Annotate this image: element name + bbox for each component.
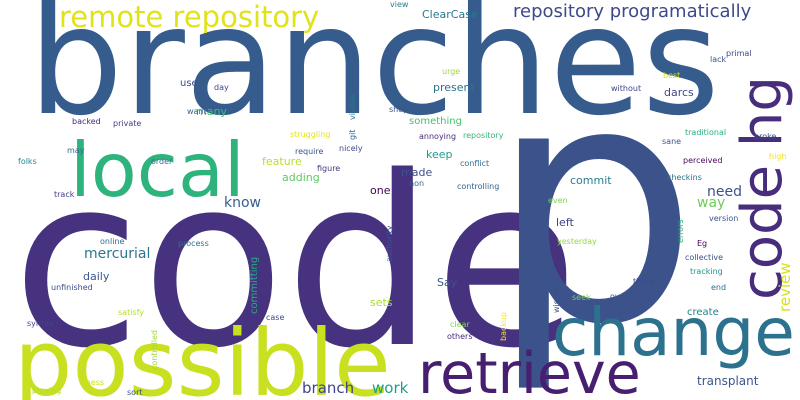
cloud-word-end: end xyxy=(711,283,727,292)
cloud-word-one: one xyxy=(370,184,391,197)
cloud-word-nicely: nicely xyxy=(339,144,363,153)
cloud-word-folks: folks xyxy=(18,157,37,166)
cloud-word-annoying: annoying xyxy=(419,132,457,141)
cloud-word-day: day xyxy=(214,83,229,92)
cloud-word-mercurial: mercurial xyxy=(84,246,151,262)
cloud-word-shop: shop xyxy=(389,105,409,114)
cloud-word-backed: backed xyxy=(72,117,101,126)
cloud-word-primal: primal xyxy=(726,49,752,58)
cloud-word-perceived: perceived xyxy=(683,156,723,165)
cloud-word-backup: backup xyxy=(499,312,508,341)
cloud-word-collective: collective xyxy=(685,253,724,262)
cloud-word-case: case xyxy=(266,313,285,322)
cloud-word-playing: playing xyxy=(32,386,62,395)
cloud-word-yesterday: yesterday xyxy=(557,237,597,246)
cloud-word-git: git xyxy=(348,129,357,140)
cloud-word-even: even xyxy=(548,196,568,205)
cloud-word-feature: feature xyxy=(262,155,302,168)
cloud-word-conflict: conflict xyxy=(460,159,490,168)
cloud-word-traditional: traditional xyxy=(685,128,727,137)
cloud-word-figure: figure xyxy=(317,164,341,173)
cloud-word-sets: sets xyxy=(370,296,393,309)
cloud-word-tracking: tracking xyxy=(690,267,723,276)
cloud-word-authority: authority xyxy=(385,225,394,262)
cloud-word-commit: commit xyxy=(570,174,612,187)
cloud-word-seek: seek xyxy=(572,293,591,302)
cloud-word-others: others xyxy=(447,332,473,341)
cloud-word-transplant: transplant xyxy=(697,374,759,388)
cloud-word-version: version xyxy=(709,214,739,223)
cloud-word-order: order xyxy=(151,157,173,166)
cloud-word-keep: keep xyxy=(426,148,453,161)
cloud-word-local: local xyxy=(70,126,245,214)
cloud-word-made: made xyxy=(401,166,433,179)
cloud-word-p: p xyxy=(489,13,699,397)
cloud-word-non: non xyxy=(409,179,425,188)
cloud-word-best: best xyxy=(663,71,681,80)
cloud-word-create: create xyxy=(687,307,719,318)
cloud-word-overhead: overhead xyxy=(610,292,648,301)
cloud-word-present: present xyxy=(433,81,475,94)
cloud-word-left: left xyxy=(556,216,574,229)
cloud-word-things: things xyxy=(633,277,658,286)
cloud-word-remote-repository: remote repository xyxy=(59,0,320,34)
cloud-word-track: track xyxy=(54,190,75,199)
cloud-word-adding: adding xyxy=(282,171,320,184)
cloud-word-broke: broke xyxy=(754,132,777,141)
cloud-word-branches: branches xyxy=(28,0,720,149)
cloud-word-view: view xyxy=(390,0,409,9)
cloud-word-private: private xyxy=(113,119,142,128)
cloud-word-clearcase: ClearCase xyxy=(422,8,478,21)
cloud-word-sane: sane xyxy=(662,137,682,146)
cloud-word-satisfy: satisfy xyxy=(118,308,145,317)
cloud-word-lack: lack xyxy=(710,55,727,64)
cloud-word-urge: urge xyxy=(442,67,461,76)
cloud-word-darcs: darcs xyxy=(664,86,694,99)
cloud-word-something: something xyxy=(409,116,462,127)
cloud-word-want: want xyxy=(187,107,207,116)
cloud-word-wisdom: wisdom xyxy=(552,282,561,313)
cloud-word-visible: visible xyxy=(348,94,357,120)
cloud-word-sort: sort xyxy=(127,388,143,397)
cloud-word-unfinished: unfinished xyxy=(51,283,93,292)
cloud-word-work: work xyxy=(372,379,409,397)
cloud-word-mess: mess xyxy=(83,378,105,387)
cloud-word-eg: Eg xyxy=(697,239,708,248)
cloud-word-require: require xyxy=(295,147,324,156)
cloud-word-committing: committing xyxy=(249,256,260,314)
cloud-word-retrieve: retrieve xyxy=(418,341,641,400)
cloud-word-controlling: controlling xyxy=(457,182,500,191)
cloud-word-repository: repository xyxy=(463,131,504,140)
cloud-word-need: need xyxy=(707,184,742,200)
cloud-word-without: without xyxy=(611,84,642,93)
cloud-word-controlled: controlled xyxy=(150,330,159,370)
cloud-word-high: high xyxy=(769,152,787,161)
cloud-word-use: use xyxy=(180,78,198,89)
cloud-word-way: way xyxy=(697,195,726,211)
cloud-word-possible: possible xyxy=(14,310,391,400)
cloud-word-errors: errors xyxy=(676,219,685,243)
cloud-word-repository-programatically: repository programatically xyxy=(513,1,752,22)
cloud-word-checkins: checkins xyxy=(667,173,702,182)
cloud-word-branch: branch xyxy=(302,379,355,397)
cloud-word-online: online xyxy=(100,237,125,246)
cloud-word-know: know xyxy=(224,195,261,211)
cloud-word-say: Say xyxy=(437,276,458,289)
cloud-word-syntax: syntax xyxy=(27,319,54,328)
cloud-word-code: code xyxy=(12,127,579,400)
cloud-word-clear: clear xyxy=(450,320,470,329)
cloud-word-change: change xyxy=(552,294,795,371)
cloud-word-review: review xyxy=(776,262,794,312)
cloud-word-many: many xyxy=(196,105,227,118)
cloud-word-process: process xyxy=(178,239,209,248)
cloud-word-struggling: struggling xyxy=(290,130,331,139)
cloud-word-daily: daily xyxy=(83,270,110,283)
cloud-word-may: may xyxy=(67,146,85,155)
